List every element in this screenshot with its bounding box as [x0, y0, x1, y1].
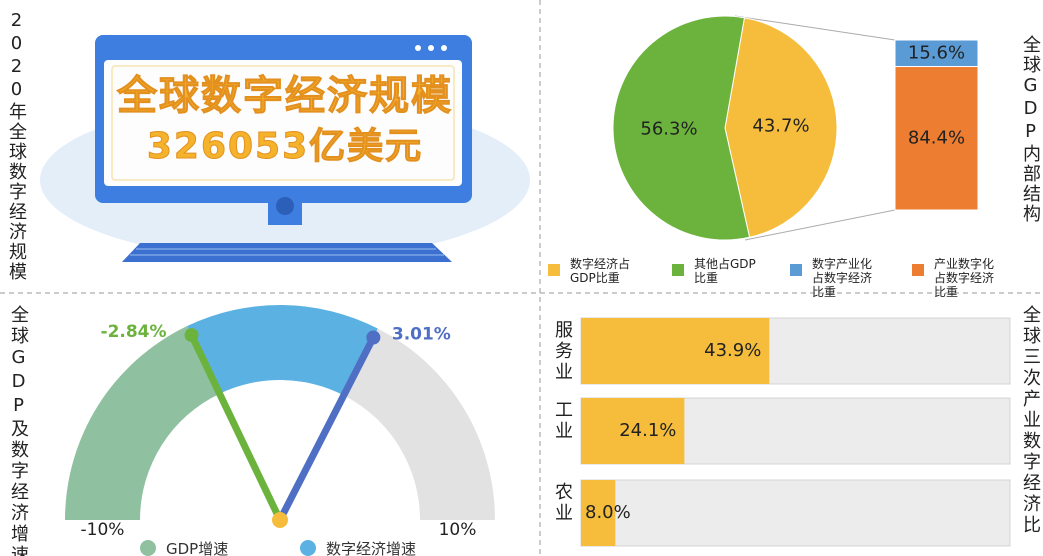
- legend-label: 数字经济占GDP比重: [570, 257, 632, 285]
- infographic: 全球数字经济规模 326053亿美元 43.7% 56.3% 15.6% 84.4% -…: [0, 0, 1043, 556]
- gauge-pivot: [272, 512, 288, 528]
- gauge-band: [65, 326, 220, 520]
- bar-label: 24.1%: [619, 420, 676, 441]
- segment-label: 84.4%: [908, 127, 965, 148]
- legend-marker: [548, 264, 560, 276]
- legend-label: 产业数字化占数字经济比重: [934, 257, 996, 299]
- category-label: 工业: [552, 400, 572, 442]
- pie-label: 43.7%: [752, 116, 809, 137]
- legend-marker: [790, 264, 802, 276]
- banner-value: 326053亿美元: [147, 126, 423, 167]
- bar-label: 8.0%: [585, 502, 631, 523]
- segment-label: 15.6%: [908, 42, 965, 63]
- side-title: 全球三次产业数字经济比: [1020, 305, 1040, 536]
- gauge-value-label: 3.01%: [392, 324, 451, 344]
- side-title: 全球GDP内部结构: [1020, 35, 1040, 224]
- legend-label: 数字经济增速: [326, 538, 416, 556]
- needle-tip: [366, 330, 380, 344]
- side-title: 全球GDP及数字经济增速: [8, 305, 28, 556]
- side-title: 2020年全球数字经济规模: [6, 10, 26, 282]
- gauge-tick-label: 10%: [439, 520, 477, 540]
- legend-label: 数字产业化占数字经济比重: [812, 257, 874, 299]
- legend-marker: [140, 540, 156, 556]
- legend-marker: [300, 540, 316, 556]
- gauge-tick-label: -10%: [81, 520, 125, 540]
- bar-label: 43.9%: [704, 340, 761, 361]
- pie-label: 56.3%: [640, 118, 697, 139]
- needle-tip: [185, 328, 199, 342]
- category-label: 服务业: [552, 320, 572, 383]
- legend-marker: [912, 264, 924, 276]
- legend-label: 其他占GDP比重: [694, 257, 756, 285]
- banner-title: 全球数字经济规模: [116, 73, 453, 119]
- canvas: 全球数字经济规模 326053亿美元 43.7% 56.3% 15.6% 84.4% -…: [0, 0, 1043, 556]
- gauge-value-label: -2.84%: [101, 322, 167, 342]
- legend-marker: [672, 264, 684, 276]
- bar-track: [581, 480, 1010, 546]
- category-label: 农业: [552, 482, 572, 524]
- legend-label: GDP增速: [166, 538, 228, 556]
